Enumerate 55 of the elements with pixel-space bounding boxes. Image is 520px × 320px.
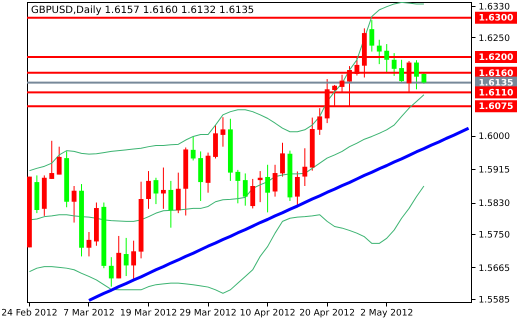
candlestick (72, 186, 76, 224)
candlestick (242, 172, 248, 206)
y-tick-label: 1.5665 (478, 264, 510, 274)
y-tick-label: 1.5915 (478, 166, 510, 176)
candlestick (168, 180, 174, 228)
candlestick (384, 44, 390, 74)
chart-title: GBPUSD,Daily 1.6157 1.6160 1.6132 1.6135 (31, 5, 254, 16)
candlestick (392, 52, 397, 76)
candlestick (265, 164, 270, 213)
candlestick (146, 170, 151, 210)
x-tick-label: 20 Apr 2012 (299, 308, 355, 318)
ref-line-label: 1.6300 (478, 14, 514, 24)
line-series (87, 126, 470, 302)
candlestick (369, 20, 374, 52)
candlestick (198, 150, 204, 202)
candlestick (213, 124, 218, 159)
y-tick-label: 1.6250 (478, 34, 510, 44)
x-tick-label: 7 Mar 2012 (63, 308, 115, 318)
candlestick (86, 232, 92, 257)
candlestick (376, 39, 382, 65)
ref-line-label: 1.6110 (478, 88, 514, 98)
x-tick-label: 29 Mar 2012 (180, 308, 237, 318)
candlestick (56, 146, 62, 176)
ref-line-label: 1.6135 (478, 78, 514, 89)
x-tick-label: 10 Apr 2012 (240, 308, 296, 318)
y-tick-label: 1.5830 (478, 199, 510, 210)
candlestick (160, 167, 166, 210)
candlestick (108, 256, 114, 288)
candlestick (302, 148, 308, 187)
candlestick (190, 136, 196, 161)
ref-line-label: 1.6160 (478, 68, 514, 79)
candlestick (414, 60, 419, 90)
candlestick (272, 164, 278, 198)
candlestick (154, 177, 158, 205)
line-series (28, 186, 424, 294)
ref-line-label: 1.6075 (478, 102, 514, 112)
candlestick (294, 170, 300, 206)
candlestick (220, 116, 226, 148)
candlestick (49, 140, 54, 180)
candlestick (124, 237, 129, 277)
ref-line-label: 1.6200 (478, 53, 514, 64)
candlestick (235, 169, 240, 204)
x-tick-label: 2 May 2012 (360, 308, 414, 318)
y-tick-label: 1.5750 (478, 230, 510, 240)
candlestick (250, 178, 256, 209)
y-tick-label: 1.6000 (478, 132, 510, 142)
y-tick-label: 1.5585 (478, 295, 510, 306)
candlestick (176, 172, 181, 214)
x-tick-label: 19 Mar 2012 (120, 308, 178, 318)
line-series (28, 2, 424, 172)
candlestick (131, 240, 136, 281)
x-tick-label: 24 Feb 2012 (1, 308, 58, 318)
candlestick (399, 59, 404, 82)
y-tick-label: 1.6330 (478, 2, 510, 12)
candlestick (280, 142, 285, 178)
